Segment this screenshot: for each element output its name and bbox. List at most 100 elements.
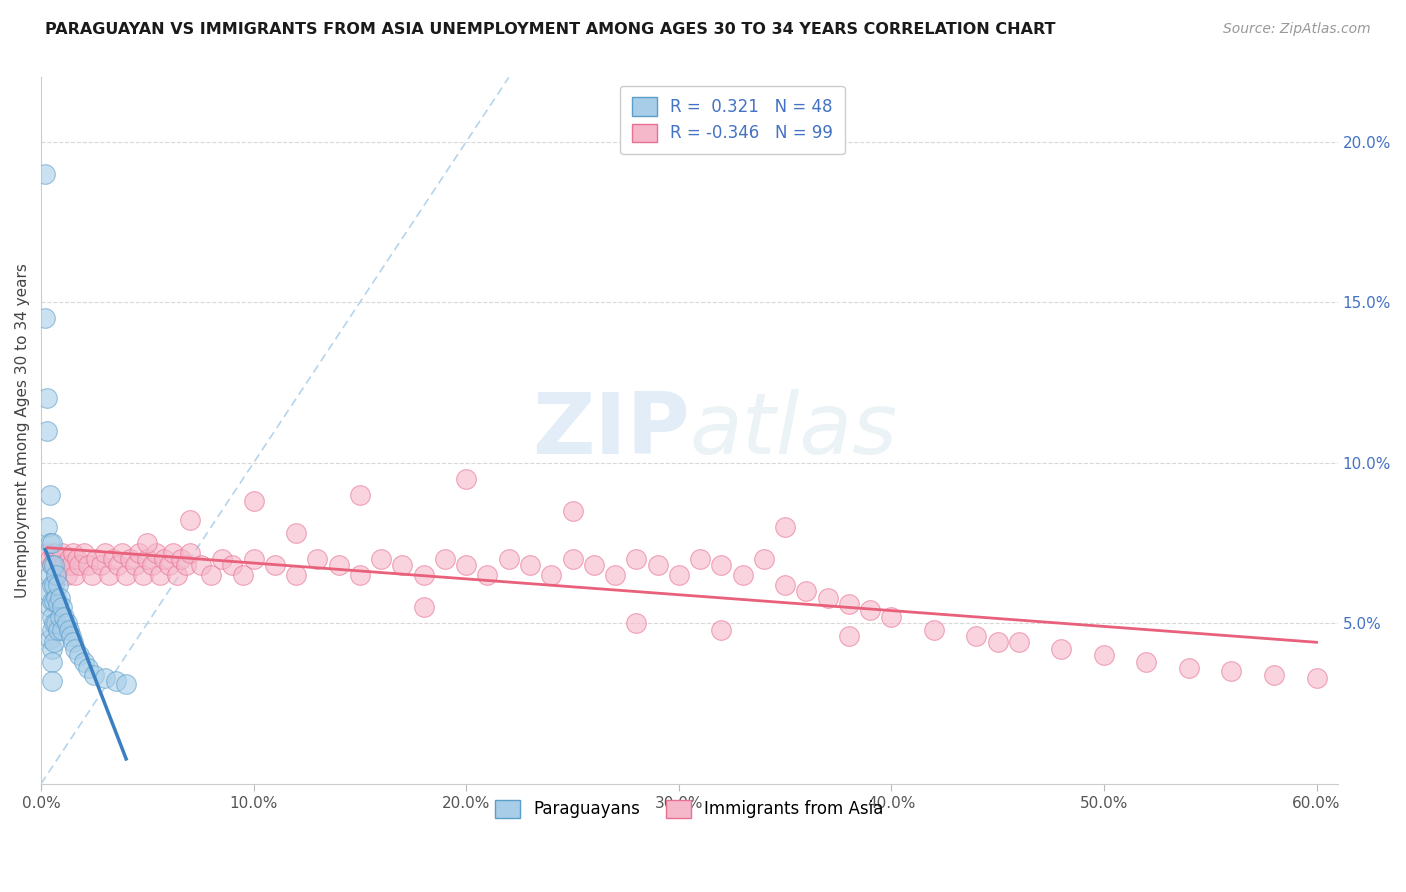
Point: [34, 311, 56, 326]
Point: [38, 536, 60, 550]
Point: [46, 597, 69, 611]
Point: [710, 623, 733, 637]
Point: [211, 552, 233, 566]
Point: [1135, 655, 1157, 669]
Point: [103, 552, 125, 566]
Point: [49, 591, 72, 605]
Point: [221, 558, 243, 573]
Point: [42, 635, 65, 649]
Point: [45, 568, 67, 582]
Point: [190, 558, 212, 573]
Point: [179, 545, 201, 559]
Point: [838, 597, 860, 611]
Point: [37, 545, 59, 559]
Point: [1263, 667, 1285, 681]
Point: [41, 558, 63, 573]
Point: [391, 558, 413, 573]
Point: [83, 667, 105, 681]
Point: [41, 641, 63, 656]
Point: [838, 629, 860, 643]
Point: [38, 632, 60, 647]
Point: [37, 520, 59, 534]
Point: [120, 552, 142, 566]
Point: [72, 655, 94, 669]
Point: [1305, 671, 1327, 685]
Point: [174, 558, 197, 573]
Point: [42, 545, 65, 559]
Point: [67, 558, 90, 573]
Text: Source: ZipAtlas.com: Source: ZipAtlas.com: [1223, 22, 1371, 37]
Point: [94, 545, 117, 559]
Point: [149, 568, 172, 582]
Point: [38, 488, 60, 502]
Point: [477, 568, 499, 582]
Point: [128, 545, 150, 559]
Point: [41, 673, 63, 688]
Point: [668, 568, 690, 582]
Point: [796, 584, 818, 599]
Point: [55, 616, 77, 631]
Point: [42, 577, 65, 591]
Point: [111, 545, 134, 559]
Point: [328, 558, 350, 573]
Point: [41, 536, 63, 550]
Legend: Paraguayans, Immigrants from Asia: Paraguayans, Immigrants from Asia: [489, 793, 890, 825]
Point: [42, 593, 65, 607]
Point: [66, 552, 89, 566]
Point: [38, 552, 60, 566]
Point: [46, 577, 69, 591]
Point: [59, 629, 82, 643]
Point: [773, 520, 796, 534]
Point: [115, 568, 138, 582]
Point: [561, 504, 583, 518]
Point: [349, 488, 371, 502]
Point: [58, 623, 80, 637]
Point: [38, 600, 60, 615]
Point: [710, 558, 733, 573]
Point: [170, 552, 193, 566]
Point: [157, 558, 180, 573]
Point: [689, 552, 711, 566]
Point: [965, 629, 987, 643]
Point: [817, 591, 839, 605]
Point: [94, 671, 117, 685]
Point: [412, 568, 434, 582]
Point: [136, 536, 159, 550]
Point: [90, 558, 112, 573]
Point: [773, 577, 796, 591]
Point: [922, 623, 945, 637]
Point: [49, 558, 72, 573]
Point: [41, 655, 63, 669]
Point: [731, 568, 754, 582]
Point: [51, 623, 73, 637]
Point: [1092, 648, 1115, 663]
Point: [77, 558, 100, 573]
Point: [67, 648, 90, 663]
Point: [132, 568, 155, 582]
Point: [86, 552, 108, 566]
Point: [72, 545, 94, 559]
Point: [307, 552, 329, 566]
Text: ZIP: ZIP: [531, 389, 689, 472]
Point: [41, 593, 63, 607]
Point: [285, 568, 308, 582]
Point: [45, 591, 67, 605]
Point: [63, 641, 86, 656]
Y-axis label: Unemployment Among Ages 30 to 34 years: Unemployment Among Ages 30 to 34 years: [15, 263, 30, 598]
Point: [145, 545, 167, 559]
Point: [626, 616, 648, 631]
Point: [42, 558, 65, 573]
Point: [166, 568, 188, 582]
Point: [1008, 635, 1031, 649]
Point: [46, 552, 69, 566]
Point: [51, 600, 73, 615]
Point: [53, 609, 76, 624]
Point: [38, 568, 60, 582]
Point: [412, 600, 434, 615]
Point: [37, 424, 59, 438]
Point: [859, 603, 882, 617]
Point: [41, 609, 63, 624]
Point: [58, 552, 80, 566]
Point: [242, 552, 264, 566]
Point: [498, 552, 520, 566]
